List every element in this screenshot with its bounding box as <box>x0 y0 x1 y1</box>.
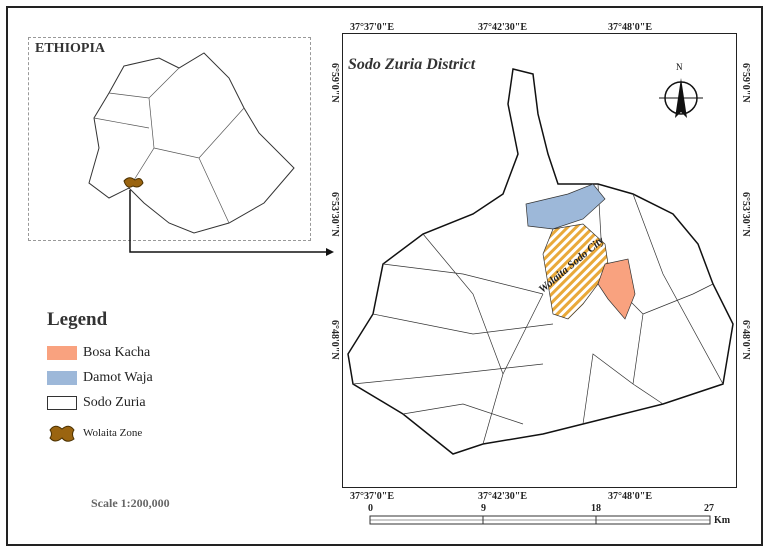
top-tick-2: 37°42'30"E <box>478 22 527 33</box>
left-tick-1: 6°59'0"N <box>329 63 340 103</box>
wolaita-zone-icon <box>49 425 75 442</box>
right-tick-3: 6°48'0"N <box>740 320 751 360</box>
sodo-zuria-boundary <box>347 68 734 455</box>
bottom-tick-1: 37°37'0"E <box>350 491 394 502</box>
inset-map: ETHIOPIA <box>28 37 311 241</box>
left-tick-3: 6°48'0"N <box>329 320 340 360</box>
right-tick-1: 6°59'0"N <box>740 63 751 103</box>
ethiopia-outline <box>88 52 295 234</box>
legend-label: Damot Waja <box>83 370 153 385</box>
main-map-frame: Sodo Zuria District N Wolaita Sodo City <box>342 33 737 488</box>
north-label: N <box>676 62 683 72</box>
legend-item-bosa-kacha: Bosa Kacha <box>47 345 150 361</box>
bottom-tick-2: 37°42'30"E <box>478 491 527 502</box>
legend-title: Legend <box>47 309 108 330</box>
swatch <box>47 396 77 410</box>
scale-bar <box>369 515 711 525</box>
right-tick-2: 6°53'30"N <box>740 192 751 237</box>
scale-label-18: 18 <box>591 503 601 514</box>
scale-label-27: 27 <box>704 503 714 514</box>
scale-text: Scale 1:200,000 <box>91 496 170 510</box>
top-tick-3: 37°48'0"E <box>608 22 652 33</box>
swatch <box>47 346 77 360</box>
legend-item-sodo-zuria: Sodo Zuria <box>47 395 146 411</box>
district-map <box>347 68 734 455</box>
left-tick-2: 6°53'30"N <box>329 192 340 237</box>
map-title: Sodo Zuria District <box>348 56 476 73</box>
north-arrow <box>659 78 703 118</box>
legend-label: Bosa Kacha <box>83 345 151 360</box>
top-tick-1: 37°37'0"E <box>350 22 394 33</box>
wolaita-zone-marker <box>123 177 144 188</box>
figure-border <box>6 6 763 546</box>
swatch <box>47 371 77 385</box>
wolaita-sodo-city-area <box>542 223 609 320</box>
scale-label-9: 9 <box>481 503 486 514</box>
legend-item-wolaita-zone: Wolaita Zone <box>47 422 142 444</box>
bosa-kacha-area <box>597 258 636 320</box>
inset-title: ETHIOPIA <box>35 41 106 56</box>
scale-unit: Km <box>714 515 731 526</box>
legend-label: Sodo Zuria <box>83 395 146 410</box>
legend-item-damot-waja: Damot Waja <box>47 370 153 386</box>
legend-label: Wolaita Zone <box>83 427 143 439</box>
damot-waja-area <box>525 183 606 230</box>
bottom-tick-3: 37°48'0"E <box>608 491 652 502</box>
scale-label-0: 0 <box>368 503 373 514</box>
